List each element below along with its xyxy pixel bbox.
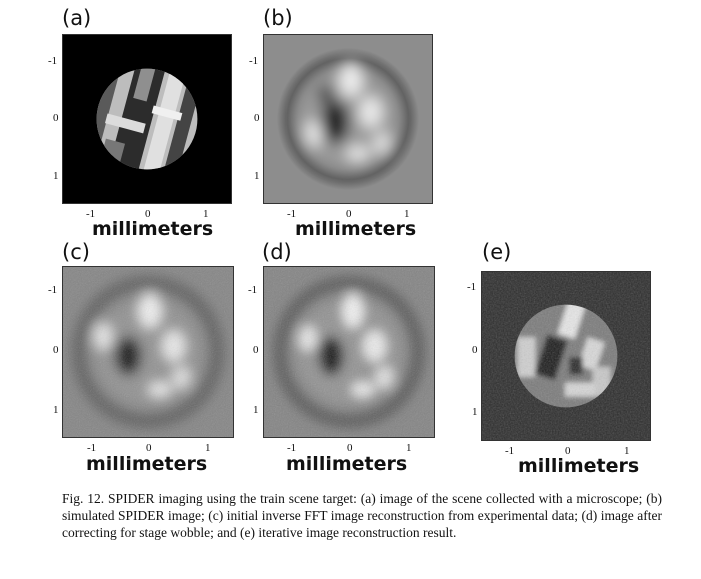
simulated-spider-image	[264, 35, 432, 203]
x-tick-label: 1	[203, 208, 209, 220]
y-tick-label: 0	[53, 344, 59, 356]
x-tick-label: -1	[86, 208, 96, 220]
x-tick-label: 0	[565, 445, 571, 457]
x-tick-label: 1	[624, 445, 630, 457]
x-tick-label: 1	[404, 208, 410, 220]
x-axis-label: millimeters	[295, 218, 417, 240]
y-tick-label: 0	[53, 112, 59, 124]
x-tick-label: 0	[145, 208, 151, 220]
y-tick-label: 1	[254, 170, 260, 182]
y-tick-label: -1	[48, 284, 58, 296]
figure-caption: Fig. 12. SPIDER imaging using the train …	[62, 491, 662, 540]
wobble-corrected-image	[264, 267, 434, 437]
x-tick-label: -1	[287, 208, 297, 220]
x-tick-label: -1	[87, 442, 97, 454]
x-tick-label: -1	[287, 442, 297, 454]
x-tick-label: 0	[347, 442, 353, 454]
y-tick-label: -1	[248, 284, 258, 296]
panel-image	[263, 34, 433, 204]
microscope-scene-image	[63, 35, 231, 203]
x-axis-label: millimeters	[86, 453, 208, 475]
y-tick-label: -1	[48, 55, 58, 67]
x-tick-label: 0	[346, 208, 352, 220]
panel-image	[62, 266, 234, 438]
panel-label: (e)	[482, 240, 512, 264]
x-axis-label: millimeters	[286, 453, 408, 475]
y-tick-label: 0	[254, 112, 260, 124]
y-tick-label: -1	[467, 281, 477, 293]
y-tick-label: 1	[253, 404, 259, 416]
panel-image	[62, 34, 232, 204]
panel-label: (c)	[62, 240, 90, 264]
inverse-fft-reconstruction-image	[63, 267, 233, 437]
x-tick-label: 0	[146, 442, 152, 454]
y-tick-label: 1	[53, 170, 59, 182]
y-tick-label: 0	[253, 344, 259, 356]
x-tick-label: 1	[205, 442, 211, 454]
panel-image	[263, 266, 435, 438]
panel-label: (a)	[62, 6, 92, 30]
y-tick-label: 1	[53, 404, 59, 416]
y-tick-label: -1	[249, 55, 259, 67]
panel-image	[481, 271, 651, 441]
panel-label: (d)	[262, 240, 292, 264]
y-tick-label: 1	[472, 406, 478, 418]
x-tick-label: -1	[505, 445, 515, 457]
x-axis-label: millimeters	[92, 218, 214, 240]
x-tick-label: 1	[406, 442, 412, 454]
x-axis-label: millimeters	[518, 455, 640, 477]
y-tick-label: 0	[472, 344, 478, 356]
iterative-reconstruction-image	[482, 272, 650, 440]
panel-label: (b)	[263, 6, 293, 30]
